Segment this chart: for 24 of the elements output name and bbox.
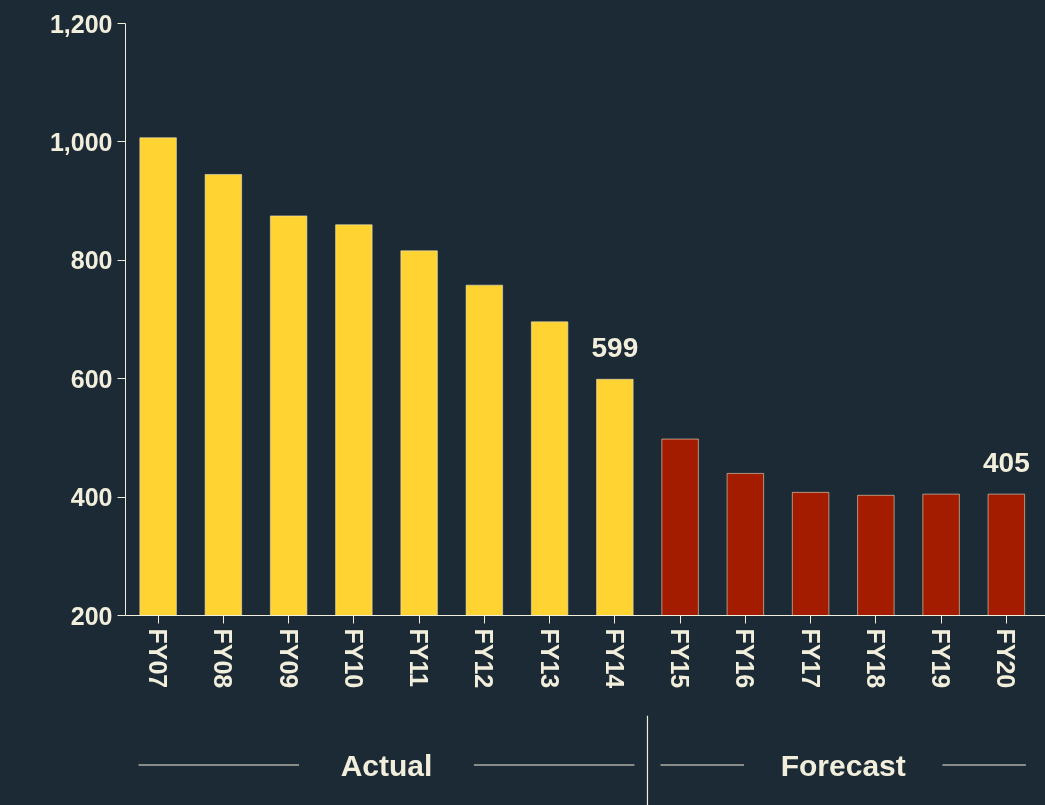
x-tick-label: FY14 <box>600 628 629 689</box>
x-tick-label: FY18 <box>861 628 890 689</box>
data-label: 405 <box>982 447 1030 479</box>
x-tick-label: FY12 <box>470 628 499 689</box>
y-tick-label: 200 <box>70 601 113 630</box>
x-tick-label: FY20 <box>992 628 1021 689</box>
x-tick-label: FY07 <box>144 628 173 689</box>
text: Forecast <box>780 748 906 782</box>
y-tick-label: 1,200 <box>49 9 113 38</box>
y-tick-label: 600 <box>70 364 113 393</box>
x-tick-label: FY09 <box>274 628 303 689</box>
x-tick-label: FY08 <box>209 628 238 689</box>
x-tick-label: FY10 <box>339 628 368 689</box>
x-tick-label: FY15 <box>666 628 695 689</box>
x-tick-label: FY17 <box>796 628 825 689</box>
text: Actual <box>340 748 433 782</box>
y-tick-label: 400 <box>70 483 113 512</box>
x-tick-label: FY19 <box>927 628 956 689</box>
y-tick-label: 1,000 <box>49 127 113 156</box>
x-tick-label: FY11 <box>405 628 434 687</box>
data-label: 599 <box>591 332 639 364</box>
x-tick-label: FY16 <box>731 628 760 689</box>
x-tick-label: FY13 <box>535 628 564 689</box>
y-tick-label: 800 <box>70 246 113 275</box>
